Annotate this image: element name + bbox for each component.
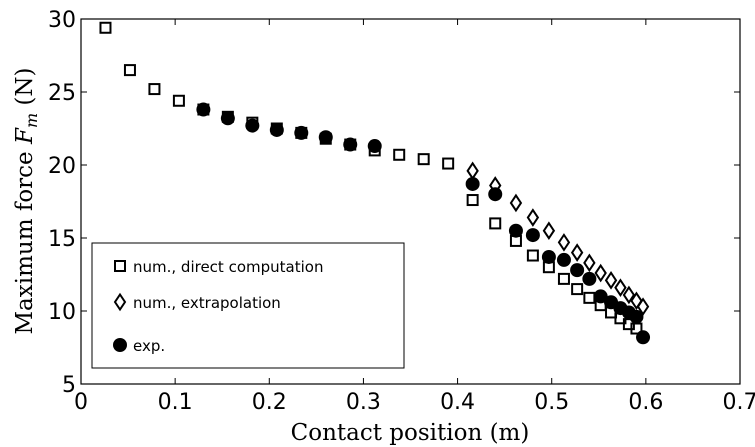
y-axis-label: Maximum force Fm (N) xyxy=(12,67,41,334)
point-exp xyxy=(570,263,585,278)
legend-diamond-icon xyxy=(113,292,127,312)
point-direct-computation xyxy=(466,194,479,207)
plot-area-frame xyxy=(80,18,741,385)
legend-label-extrapolation: num., extrapolation xyxy=(133,294,281,312)
point-extrapolation xyxy=(583,253,596,273)
point-direct-computation xyxy=(172,94,185,107)
x-axis-label: Contact position (m) xyxy=(291,420,530,446)
point-exp xyxy=(465,176,480,191)
data-markers xyxy=(99,21,651,345)
y-tick-label: 15 xyxy=(48,227,76,252)
point-extrapolation xyxy=(614,278,627,297)
point-extrapolation xyxy=(636,297,650,316)
x-tick-label: 0.3 xyxy=(346,390,381,415)
axis-tick-labels: 0 0.1 0.2 0.3 0.4 0.5 0.6 0.7 5 10 15 20 25 30 xyxy=(48,8,755,415)
point-direct-computation xyxy=(571,283,584,296)
point-extrapolation xyxy=(542,221,556,241)
point-direct-computation xyxy=(489,217,502,230)
point-extrapolation xyxy=(570,243,584,262)
point-extrapolation xyxy=(466,161,479,181)
point-exp xyxy=(245,118,260,133)
legend-circle-icon xyxy=(113,338,127,352)
legend-box xyxy=(91,242,405,369)
point-extrapolation xyxy=(526,208,540,227)
point-direct-computation xyxy=(123,64,136,77)
legend-label-direct: num., direct computation xyxy=(133,258,323,276)
legend-square-icon xyxy=(114,260,126,272)
point-exp xyxy=(541,249,556,264)
point-direct-computation xyxy=(557,272,570,285)
point-direct-computation xyxy=(526,249,539,262)
point-extrapolation xyxy=(622,285,636,305)
point-exp xyxy=(367,139,382,154)
legend-label-exp: exp. xyxy=(133,337,165,355)
point-exp xyxy=(343,137,358,152)
point-extrapolation xyxy=(557,233,571,252)
point-exp xyxy=(582,271,597,286)
point-exp xyxy=(636,330,651,345)
point-exp xyxy=(629,309,644,324)
point-exp xyxy=(220,111,235,126)
point-exp xyxy=(508,223,523,238)
axis-ticks xyxy=(80,18,741,385)
y-tick-label: 30 xyxy=(48,8,76,33)
x-tick-label: 0.5 xyxy=(534,390,569,415)
x-tick-label: 0.6 xyxy=(628,390,663,415)
y-tick-label: 25 xyxy=(48,81,76,106)
point-exp xyxy=(525,228,540,243)
x-tick-label: 0.7 xyxy=(723,390,755,415)
legend: num., direct computation num., extrapola… xyxy=(91,242,405,369)
point-extrapolation xyxy=(604,271,618,290)
point-exp xyxy=(294,125,309,140)
point-exp xyxy=(196,102,211,117)
point-direct-computation xyxy=(393,148,406,161)
point-direct-computation xyxy=(442,157,455,170)
point-exp xyxy=(488,187,503,202)
point-exp xyxy=(556,252,571,267)
point-extrapolation xyxy=(509,193,523,213)
point-exp xyxy=(269,122,284,137)
x-tick-label: 0.4 xyxy=(440,390,475,415)
x-tick-label: 0.2 xyxy=(252,390,287,415)
point-exp xyxy=(318,130,333,145)
point-extrapolation xyxy=(594,263,607,283)
y-tick-label: 20 xyxy=(48,154,76,179)
point-direct-computation xyxy=(583,291,596,304)
x-tick-label: 0 xyxy=(74,390,88,415)
x-tick-label: 0.1 xyxy=(158,390,193,415)
point-exp xyxy=(593,289,608,304)
y-tick-label: 10 xyxy=(48,300,76,325)
point-direct-computation xyxy=(99,21,112,34)
point-direct-computation xyxy=(417,153,430,166)
point-extrapolation xyxy=(630,291,643,311)
point-direct-computation xyxy=(148,83,161,96)
legend-symbols xyxy=(113,260,127,352)
y-tick-label: 5 xyxy=(62,373,76,398)
